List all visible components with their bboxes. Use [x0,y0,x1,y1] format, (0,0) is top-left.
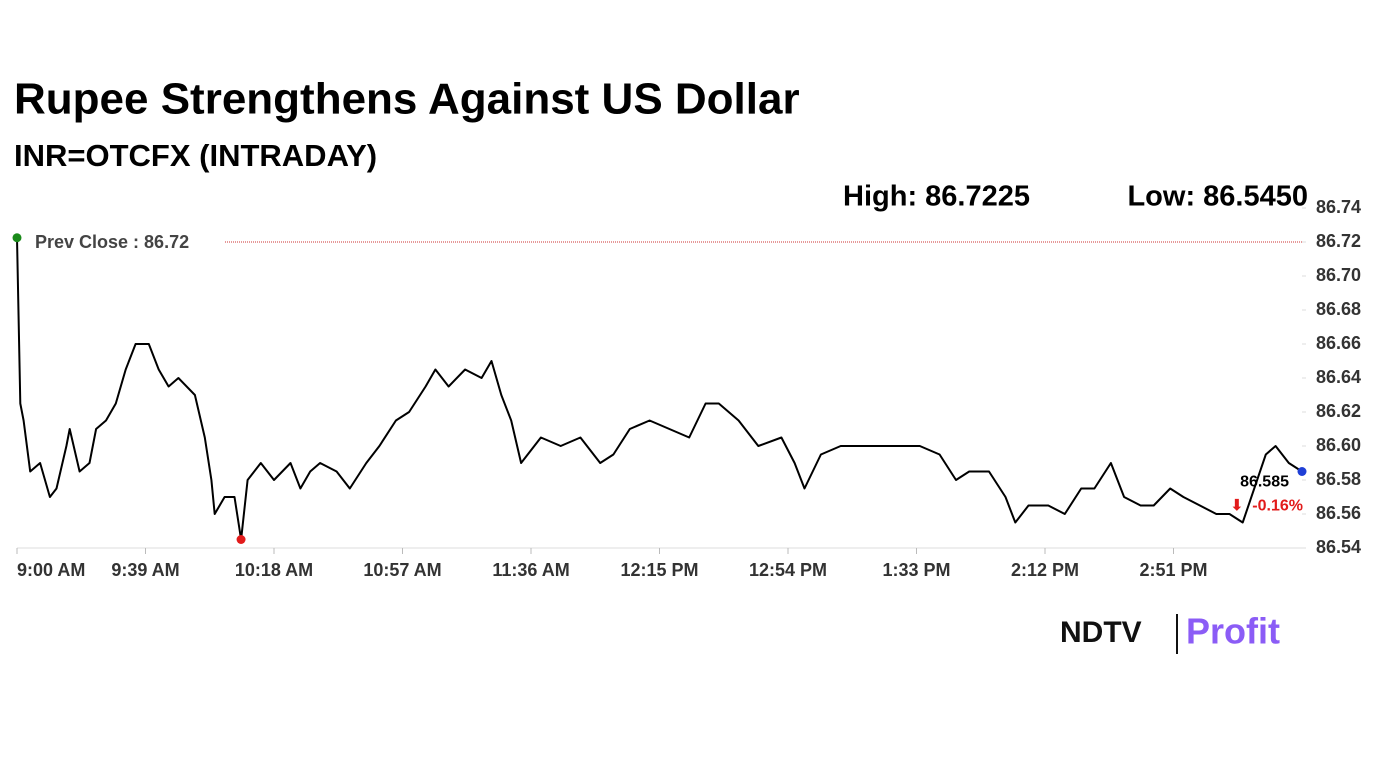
high-marker [12,233,22,243]
last-marker [1297,467,1307,476]
x-tick-label: 1:33 PM [882,560,950,580]
change-label: -0.16% [1252,498,1303,515]
x-tick-label: 9:00 AM [17,560,85,580]
y-tick-label: 86.70 [1316,265,1361,285]
y-tick-label: 86.56 [1316,503,1361,523]
x-tick-label: 2:12 PM [1011,560,1079,580]
y-tick-label: 86.74 [1316,197,1361,217]
x-tick-label: 11:36 AM [492,560,569,580]
y-tick-label: 86.66 [1316,333,1361,353]
chart-title: Rupee Strengthens Against US Dollar [14,75,800,124]
high-label: High: 86.7225 [843,181,1030,213]
y-tick-label: 86.62 [1316,401,1361,421]
x-tick-label: 10:57 AM [363,560,441,580]
price-line [16,237,1303,541]
y-tick-label: 86.72 [1316,231,1361,251]
prev-close-label: Prev Close : 86.72 [35,232,189,252]
last-label: 86.585 [1240,474,1289,491]
y-tick-label: 86.60 [1316,435,1361,455]
y-tick-label: 86.64 [1316,367,1361,387]
change-arrow: ⬇ [1230,498,1243,515]
y-tick-label: 86.54 [1316,537,1361,557]
y-tick-label: 86.68 [1316,299,1361,319]
x-tick-label: 10:18 AM [235,560,313,580]
logo-profit: Profit [1186,611,1280,652]
low-marker [236,535,246,544]
x-tick-label: 9:39 AM [111,560,179,580]
logo: NDTV Profit [1060,611,1280,654]
x-tick-label: 2:51 PM [1139,560,1207,580]
x-tick-label: 12:15 PM [620,560,698,580]
y-tick-label: 86.58 [1316,469,1361,489]
low-label: Low: 86.5450 [1127,181,1308,213]
chart-subtitle: INR=OTCFX (INTRADAY) [14,138,377,173]
x-tick-label: 12:54 PM [749,560,827,580]
logo-ndtv: NDTV [1060,616,1142,649]
